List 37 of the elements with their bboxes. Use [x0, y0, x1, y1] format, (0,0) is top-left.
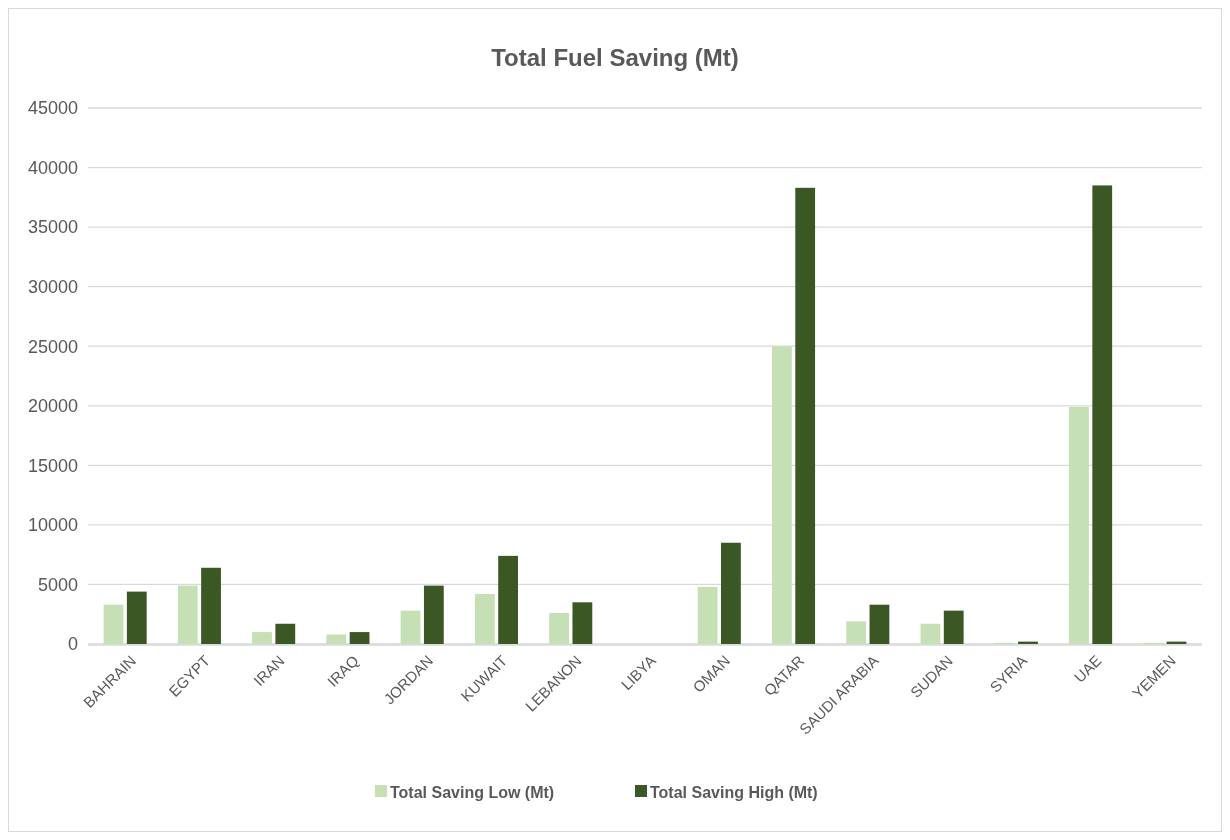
bar	[326, 634, 347, 644]
bar	[572, 602, 593, 644]
bar	[103, 604, 124, 644]
bar	[252, 632, 272, 644]
bar	[126, 591, 147, 644]
bar	[772, 346, 792, 644]
bar	[549, 613, 569, 644]
chart-title: Total Fuel Saving (Mt)	[491, 44, 739, 71]
bar	[349, 632, 370, 644]
y-tick-label: 10000	[27, 515, 78, 536]
y-tick-label: 45000	[27, 98, 78, 119]
y-tick-label: 30000	[27, 276, 78, 297]
bar	[201, 567, 221, 644]
bar	[846, 621, 867, 644]
y-tick-label: 15000	[27, 455, 78, 476]
bar	[400, 610, 421, 644]
y-tick-label: 0	[67, 634, 78, 655]
legend-label: Total Saving Low (Mt)	[390, 783, 555, 801]
bar	[795, 187, 816, 644]
bar	[275, 623, 296, 644]
y-tick-label: 20000	[27, 396, 78, 417]
y-tick-label: 35000	[27, 217, 78, 238]
bar	[498, 555, 518, 644]
bar	[1069, 406, 1089, 644]
bar	[474, 593, 495, 644]
legend-label: Total Saving High (Mt)	[650, 783, 818, 801]
bar	[177, 585, 198, 644]
bar	[943, 610, 964, 644]
bar	[1092, 185, 1113, 644]
bar	[697, 586, 718, 644]
bar	[920, 623, 941, 644]
bar	[721, 542, 741, 644]
y-tick-label: 40000	[27, 157, 78, 178]
bar	[423, 585, 444, 644]
bar	[869, 604, 890, 644]
y-tick-label: 5000	[37, 574, 78, 595]
y-tick-label: 25000	[27, 336, 78, 357]
